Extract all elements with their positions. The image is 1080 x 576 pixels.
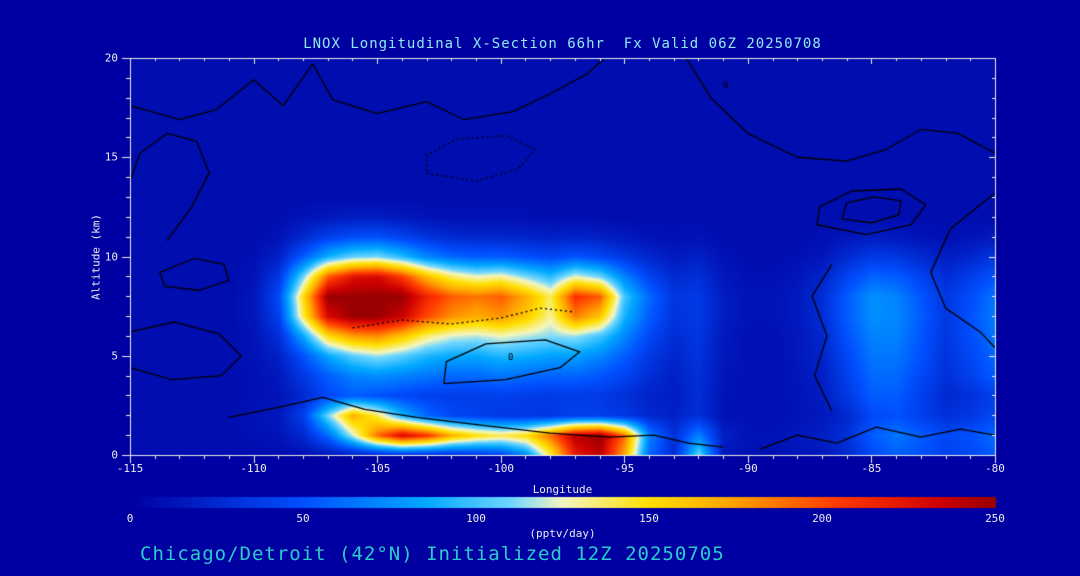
y-tick-label: 15	[104, 150, 118, 164]
x-tick-label: -115	[116, 462, 144, 475]
y-tick-label: 0	[111, 448, 118, 462]
x-tick-label: -100	[487, 462, 514, 475]
x-tick-label: -90	[737, 462, 758, 475]
colorbar-units-label: (pptv/day)	[529, 527, 596, 540]
plot-title: LNOX Longitudinal X-Section 66hr Fx Vali…	[303, 36, 822, 52]
colorbar-tick-label: 200	[812, 512, 832, 525]
y-tick-label: 20	[104, 51, 118, 65]
colorbar-tick-label: 0	[126, 512, 134, 525]
x-tick-label: -105	[363, 462, 391, 475]
x-axis-label: Longitude	[532, 483, 593, 496]
y-tick-label: 5	[111, 349, 118, 363]
colorbar-tick-label: 150	[639, 512, 659, 525]
x-tick-label: -85	[861, 462, 882, 475]
x-tick-label: -95	[614, 462, 635, 475]
colorbar-tick-label: 100	[466, 512, 486, 525]
y-axis-label: Altitude (km)	[89, 213, 103, 301]
colorbar-tick-label: 250	[985, 512, 1005, 525]
x-tick-label: -110	[240, 462, 267, 475]
x-tick-label: -80	[985, 462, 1005, 475]
colorbar-tick-label: 50	[296, 512, 310, 525]
figure-subtitle: Chicago/Detroit (42°N) Initialized 12Z 2…	[140, 543, 725, 565]
y-tick-label: 10	[104, 250, 118, 263]
